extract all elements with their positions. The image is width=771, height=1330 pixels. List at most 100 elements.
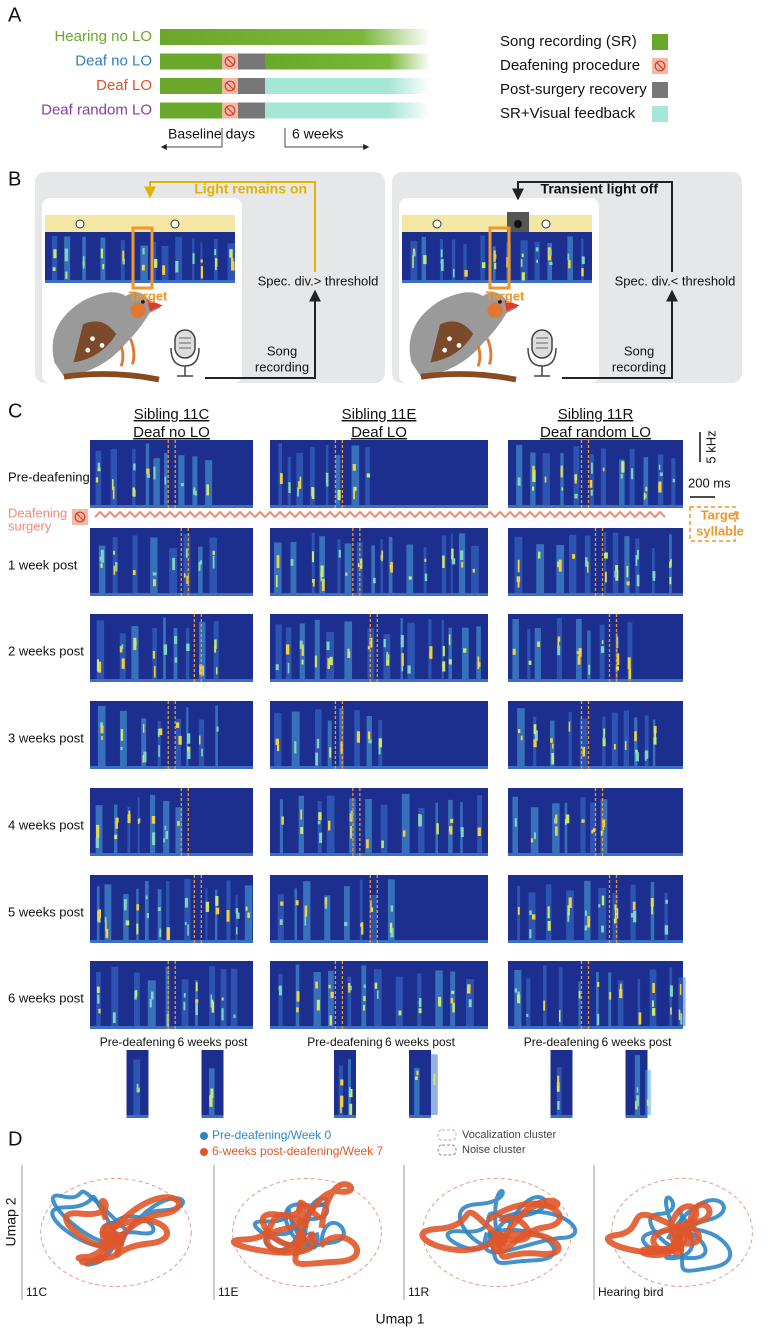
syllable <box>235 908 239 914</box>
embedding-curve <box>104 1194 182 1251</box>
syllable <box>557 636 561 642</box>
syllable <box>279 799 283 853</box>
syllable <box>566 890 574 940</box>
embedding-curve <box>669 1201 713 1252</box>
syllable <box>105 919 107 931</box>
syllable <box>530 838 534 843</box>
syllable <box>169 548 178 593</box>
noise-floor <box>409 1115 431 1118</box>
syllable <box>215 705 218 766</box>
syllable <box>378 738 382 748</box>
syllable <box>532 465 535 472</box>
syllable <box>598 887 607 940</box>
syllable <box>276 555 280 569</box>
syllable <box>185 627 190 679</box>
syllable <box>137 797 140 853</box>
syllable <box>557 561 561 568</box>
syllable <box>440 249 443 258</box>
syllable <box>165 966 170 1026</box>
syllable <box>319 832 323 843</box>
syllable <box>277 894 284 940</box>
arrow <box>512 181 673 272</box>
syllable <box>215 907 220 915</box>
syllable <box>414 1067 420 1115</box>
syllable <box>611 712 618 766</box>
syllable <box>313 971 321 1026</box>
deafening-icon <box>225 81 235 91</box>
syllable <box>555 826 558 836</box>
syllable <box>520 240 528 280</box>
syllable <box>183 1001 186 1011</box>
syllable <box>556 1082 560 1092</box>
group-label: Deaf random LO <box>41 101 152 118</box>
syllable <box>349 1087 351 1094</box>
syllable <box>635 749 638 754</box>
syllable <box>291 711 300 766</box>
syllable <box>408 576 412 580</box>
syllable <box>451 548 454 558</box>
syllable <box>324 895 331 940</box>
syllable <box>209 1095 213 1107</box>
syllable <box>374 982 378 989</box>
syllable <box>624 741 627 750</box>
syllable <box>557 1101 560 1110</box>
syllable <box>304 913 307 926</box>
group-label: Deaf LO <box>96 77 152 94</box>
timeline-bar <box>265 53 430 70</box>
syllable <box>178 735 182 745</box>
syllable <box>585 557 588 567</box>
syllable <box>536 544 545 593</box>
syllable <box>467 984 471 994</box>
syllable <box>370 900 372 908</box>
panel-name: Hearing bird <box>598 1285 663 1299</box>
syllable <box>619 459 625 505</box>
syllable <box>602 467 605 472</box>
syllable <box>152 579 156 587</box>
surgery-label: Deafening <box>8 505 67 520</box>
syllable <box>433 1073 436 1085</box>
syllable <box>634 731 637 742</box>
surgery-line <box>94 510 666 519</box>
syllable <box>449 826 453 835</box>
bulb <box>432 219 442 229</box>
syllable <box>584 880 591 940</box>
syllable <box>558 559 562 572</box>
syllable <box>438 996 442 1007</box>
syllable <box>450 818 454 823</box>
recovery-bar <box>238 102 265 119</box>
target-box <box>131 226 154 290</box>
syllable <box>312 579 315 587</box>
syllable <box>638 1012 642 1025</box>
syllable <box>429 646 433 659</box>
syllable <box>572 554 576 559</box>
syllable <box>597 1013 600 1026</box>
syllable <box>233 1014 236 1018</box>
syllable <box>112 486 115 500</box>
syllable <box>389 922 393 933</box>
legend-dot <box>200 1132 208 1140</box>
syllable <box>557 1075 560 1087</box>
syllable <box>363 984 366 988</box>
syllable <box>187 746 191 760</box>
syllable <box>140 245 148 280</box>
syllable <box>132 448 136 505</box>
syllable <box>132 535 138 593</box>
noise-floor <box>90 940 253 943</box>
spectrogram <box>508 440 683 508</box>
target-legend-box <box>689 506 736 542</box>
noise-floor <box>508 1026 683 1029</box>
recording-label: recording <box>255 359 309 374</box>
syllable <box>300 827 304 834</box>
syllable <box>369 894 377 940</box>
syllable <box>386 651 389 660</box>
syllable <box>104 884 112 940</box>
syllable <box>315 709 322 766</box>
syllable <box>646 1099 650 1106</box>
row-label: Pre-deafening <box>8 469 90 484</box>
syllable <box>65 271 68 279</box>
syllable <box>166 880 170 940</box>
syllable <box>210 994 213 1008</box>
snippet-label: 6 weeks post <box>601 1035 672 1049</box>
target-legend: Target <box>701 507 740 522</box>
noise-floor <box>625 1115 648 1118</box>
